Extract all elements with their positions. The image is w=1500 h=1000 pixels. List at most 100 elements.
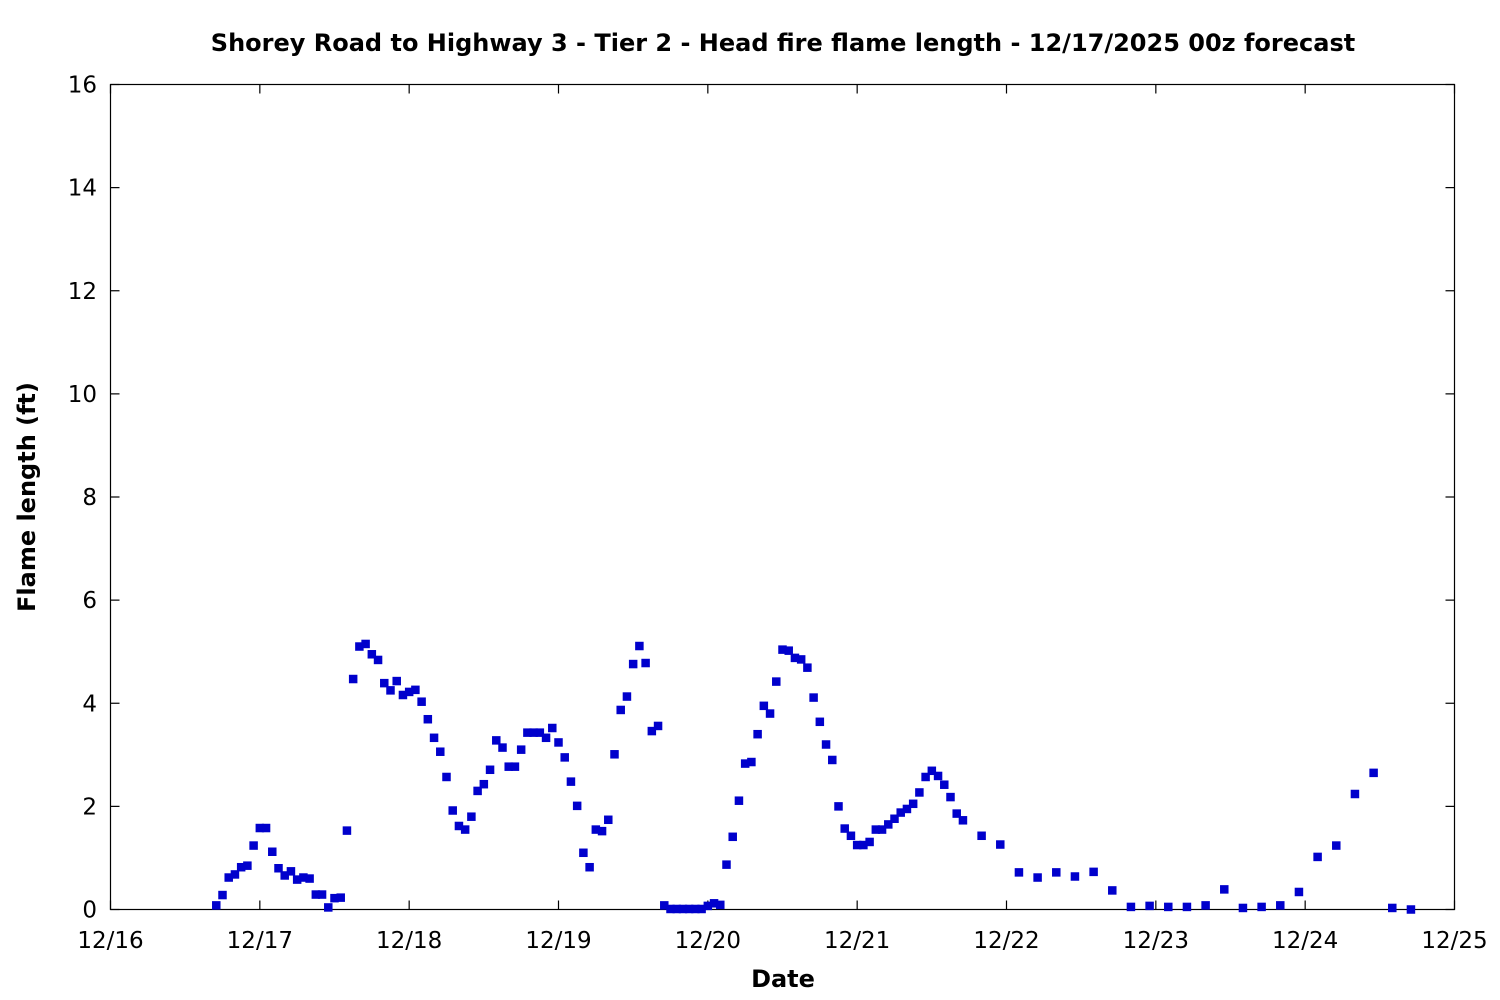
data-point: [1033, 873, 1042, 882]
data-point: [691, 904, 700, 914]
data-point: [529, 728, 538, 737]
y-tick-label: 16: [68, 73, 97, 99]
data-point: [579, 848, 588, 858]
data-point: [429, 733, 439, 743]
data-point: [268, 847, 277, 856]
data-point: [1070, 872, 1080, 881]
data-point: [996, 840, 1005, 849]
data-point: [311, 890, 321, 899]
data-point: [1369, 768, 1378, 778]
data-point: [697, 904, 706, 914]
data-point: [535, 728, 545, 737]
data-point: [454, 821, 464, 831]
x-tick-label: 12/16: [77, 928, 143, 954]
data-point: [828, 755, 837, 765]
data-point: [647, 726, 657, 736]
data-point: [392, 676, 401, 686]
y-tick-label: 14: [68, 176, 97, 202]
data-point: [280, 871, 289, 880]
data-point: [485, 765, 495, 775]
data-point: [616, 705, 625, 715]
data-point: [572, 801, 582, 811]
data-point: [243, 861, 252, 870]
data-point: [523, 728, 532, 737]
x-tick-label: 12/18: [376, 928, 442, 954]
data-point: [1276, 901, 1285, 910]
data-point: [548, 723, 557, 733]
y-tick-label: 2: [82, 794, 97, 820]
data-point: [622, 692, 632, 701]
data-point: [212, 901, 221, 910]
data-point: [908, 799, 918, 809]
data-point: [423, 714, 433, 724]
data-point: [653, 721, 663, 731]
data-point: [915, 788, 924, 797]
data-point: [852, 840, 862, 850]
data-point: [927, 766, 937, 776]
data-point: [230, 870, 240, 879]
data-point: [342, 826, 352, 835]
data-point: [604, 815, 613, 825]
data-point: [684, 904, 694, 914]
data-point: [952, 809, 961, 818]
data-point: [355, 642, 364, 651]
data-point: [778, 645, 787, 654]
data-point: [367, 650, 377, 659]
data-point: [436, 747, 445, 756]
data-point: [1201, 901, 1210, 910]
data-point: [286, 867, 296, 876]
data-point: [516, 745, 526, 754]
data-point: [404, 687, 414, 697]
data-point: [635, 641, 644, 651]
data-point: [510, 762, 520, 771]
data-point: [398, 690, 408, 700]
plot-frame: [109, 83, 1456, 911]
y-tick-label: 10: [68, 382, 97, 408]
data-point: [305, 874, 314, 883]
data-point: [236, 862, 246, 872]
data-point: [1126, 902, 1136, 912]
y-tick-label: 12: [68, 279, 97, 305]
data-point: [479, 779, 489, 789]
data-point: [809, 693, 818, 702]
data-point: [1089, 867, 1098, 877]
data-point: [716, 900, 725, 910]
data-point: [1014, 868, 1024, 877]
data-point: [902, 804, 912, 814]
x-tick-label: 12/19: [525, 928, 591, 954]
data-point: [977, 831, 986, 841]
data-point: [498, 743, 507, 752]
data-point: [218, 890, 227, 900]
y-tick-label: 6: [82, 588, 97, 614]
data-point: [753, 729, 762, 739]
data-point: [859, 840, 868, 850]
data-point: [255, 823, 265, 833]
data-point: [728, 832, 737, 842]
x-tick-label: 12/25: [1421, 928, 1487, 954]
data-point: [1332, 841, 1341, 850]
data-point: [274, 864, 283, 873]
data-point: [933, 771, 943, 781]
data-point: [442, 772, 451, 782]
data-point: [1220, 885, 1229, 894]
data-point: [759, 701, 769, 711]
x-tick-label: 12/20: [675, 928, 741, 954]
data-point: [597, 826, 607, 836]
data-point: [821, 740, 831, 749]
data-point: [460, 825, 470, 834]
y-tick-label: 8: [82, 485, 97, 511]
data-point: [846, 831, 856, 841]
data-point: [803, 663, 812, 672]
data-point: [703, 901, 713, 911]
data-point: [373, 655, 383, 665]
data-point: [921, 772, 930, 782]
chart-title: Shorey Road to Highway 3 - Tier 2 - Head…: [211, 29, 1355, 57]
data-point: [871, 825, 881, 834]
data-point: [610, 750, 619, 759]
data-point: [772, 677, 781, 686]
data-point: [796, 655, 806, 664]
data-point: [361, 639, 370, 649]
data-point: [560, 753, 569, 762]
data-point: [566, 777, 576, 786]
